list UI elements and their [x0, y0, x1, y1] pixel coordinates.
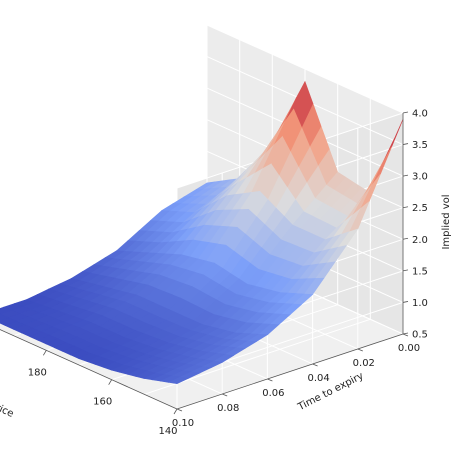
- surface-mesh: [0, 80, 404, 385]
- x-tick-mark: [173, 408, 178, 415]
- y-tick-label: 0.00: [398, 343, 420, 354]
- z-tick-mark: [402, 111, 409, 114]
- z-tick-label: 1.0: [412, 298, 428, 309]
- x-axis-label: Strike price: [0, 387, 15, 420]
- y-tick-mark: [176, 408, 183, 412]
- z-tick-label: 0.5: [412, 330, 428, 341]
- x-grid-line: [144, 98, 371, 395]
- x-tick-label: 180: [28, 367, 47, 378]
- z-tick-mark: [402, 269, 409, 272]
- y-tick-mark: [222, 393, 228, 397]
- z-tick-mark: [402, 237, 409, 240]
- y-tick-mark: [402, 333, 409, 337]
- y-axis-label: Time to expiry: [295, 371, 365, 414]
- z-tick-label: 2.0: [412, 235, 428, 246]
- z-tick-mark: [402, 206, 409, 209]
- axis-lines: [0, 113, 404, 410]
- z-tick-mark: [402, 301, 409, 303]
- y-axis-line: [176, 333, 404, 410]
- y-tick-label: 0.02: [353, 358, 375, 369]
- z-tick-mark: [402, 143, 409, 145]
- z-tick-mark: [402, 332, 409, 335]
- x-tick-label: 140: [158, 426, 177, 437]
- x-tick-mark: [108, 379, 113, 385]
- z-tick-mark: [402, 174, 409, 177]
- y-tick-label: 0.08: [217, 403, 239, 414]
- x-tick-label: 160: [93, 397, 112, 408]
- z-axis-label: Implied vol: [441, 194, 452, 249]
- x-tick-mark: [42, 350, 47, 356]
- z-tick-label: 4.0: [412, 109, 428, 120]
- z-tick-label: 3.5: [412, 140, 428, 151]
- tick-labels: 0.5 1.0 1.5 2.0 2.5 3.0 3.5 4.0 0.00 0.02 0.04 0.06…: [28, 109, 428, 438]
- y-tick-mark: [267, 378, 273, 382]
- y-tick-label: 0.10: [172, 418, 194, 429]
- z-tick-label: 1.5: [412, 266, 428, 277]
- x-axis-line: [0, 329, 178, 410]
- y-tick-mark: [312, 363, 318, 367]
- y-tick-mark: [357, 348, 363, 352]
- y-tick-label: 0.06: [262, 388, 284, 399]
- z-tick-label: 2.5: [412, 203, 428, 214]
- y-tick-label: 0.04: [307, 373, 329, 384]
- surface-patch: [167, 376, 190, 385]
- z-tick-label: 3.0: [412, 172, 428, 183]
